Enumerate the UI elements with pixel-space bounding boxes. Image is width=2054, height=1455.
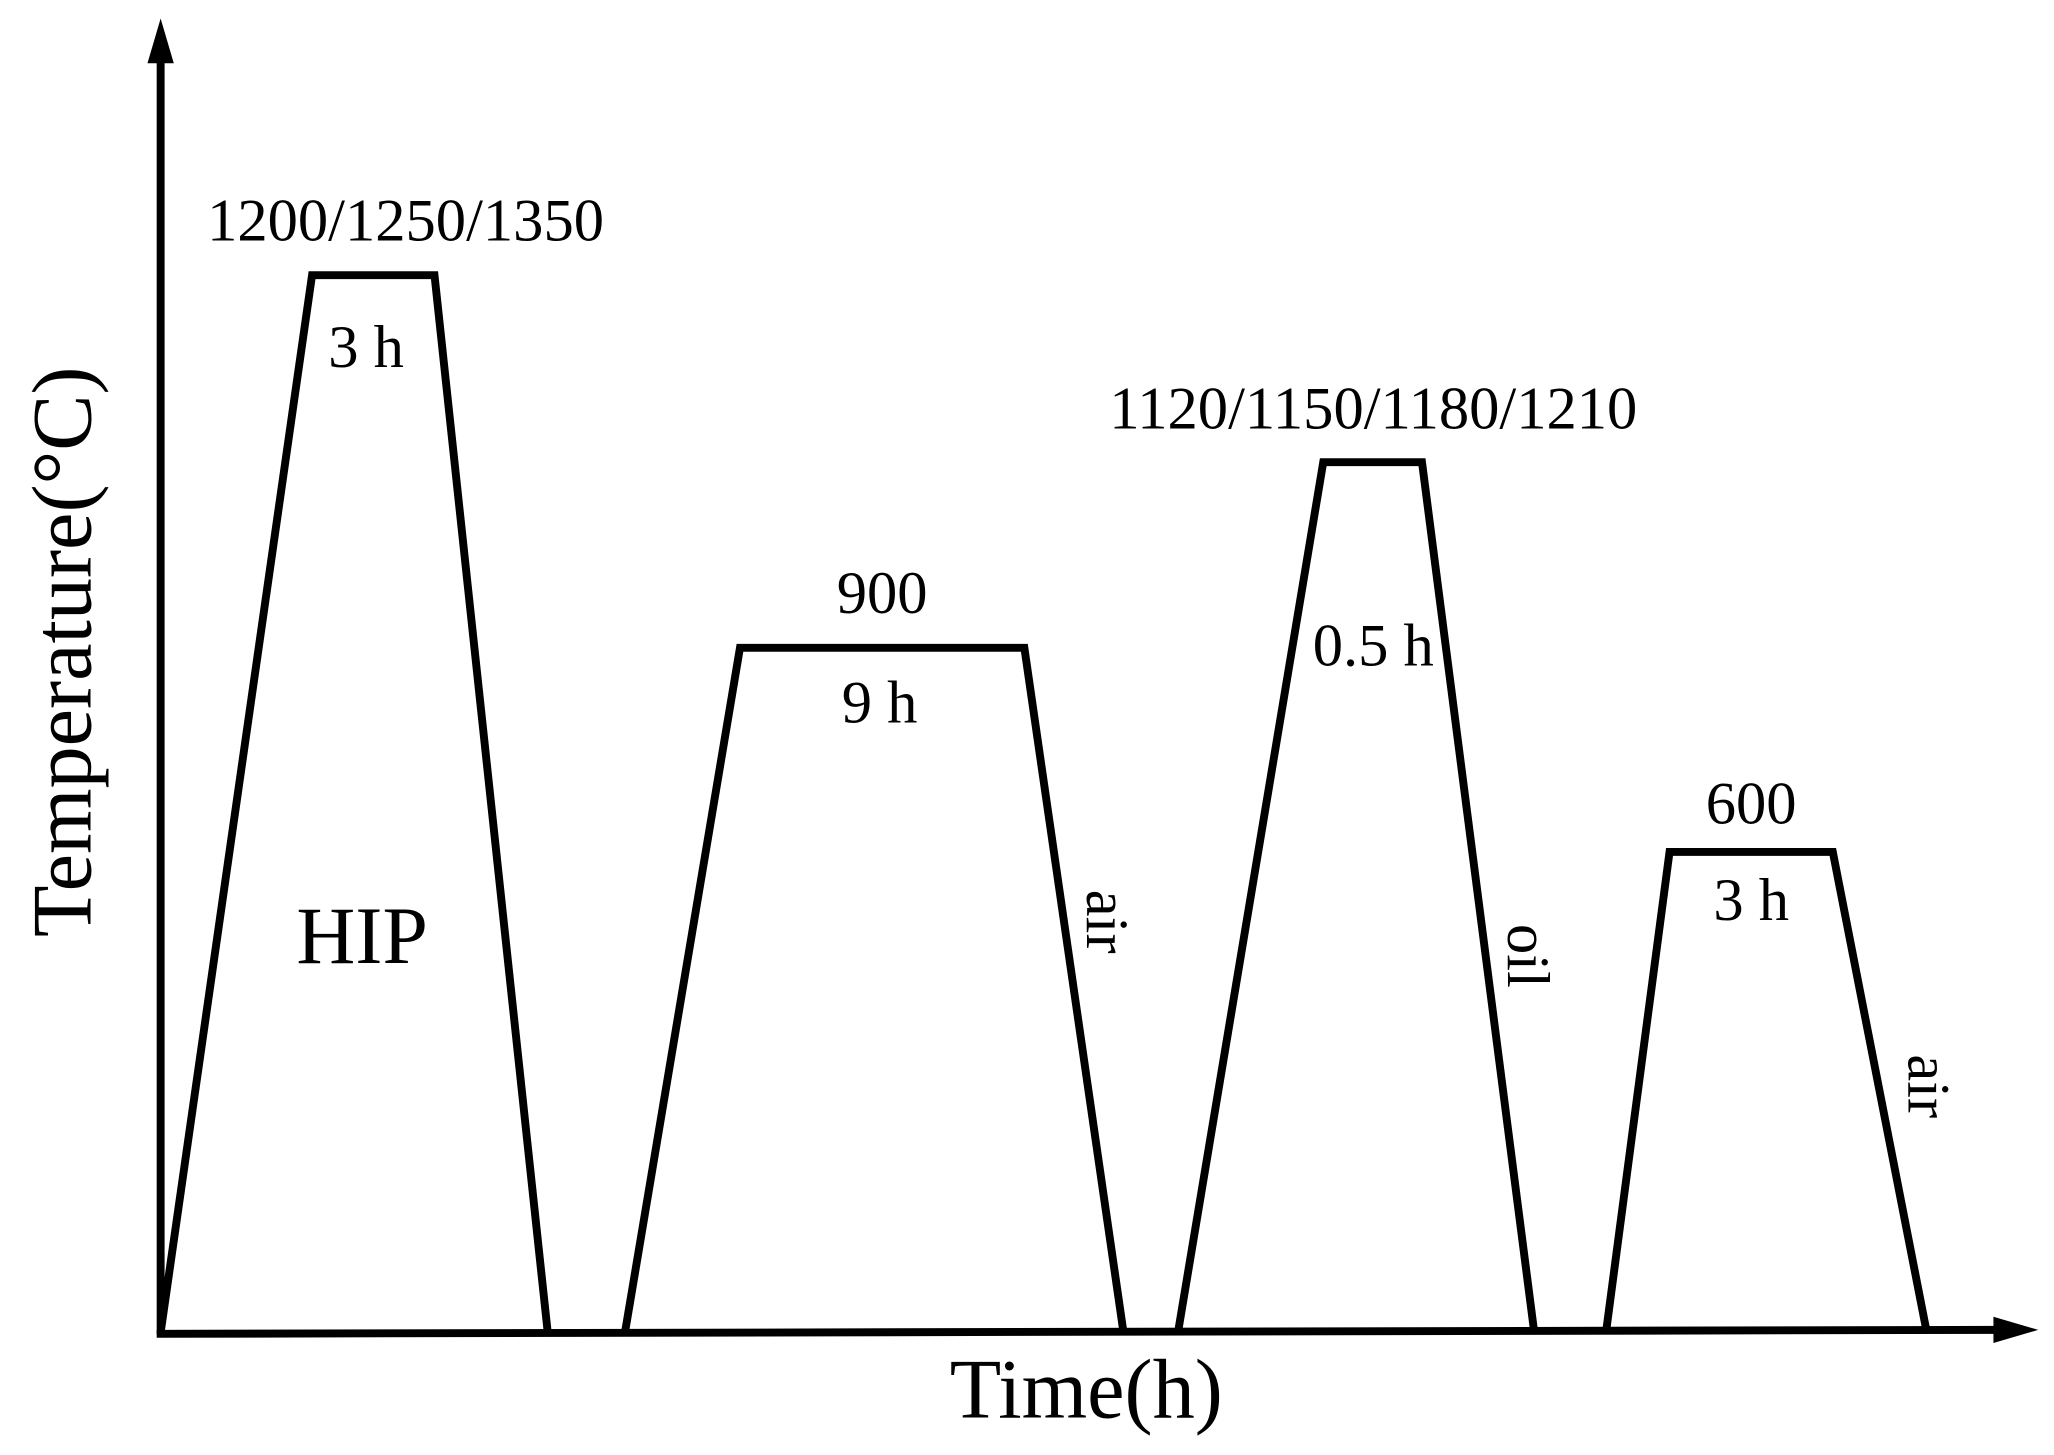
duration-label: 0.5 h bbox=[1313, 613, 1434, 680]
stage-profile bbox=[621, 643, 1128, 1331]
duration-label: 3 h bbox=[1713, 867, 1789, 934]
stage-profile bbox=[1174, 458, 1538, 1331]
cooling-label: air bbox=[1894, 1054, 1961, 1118]
x-axis-label: Time(h) bbox=[950, 1344, 1223, 1437]
x-axis-arrow bbox=[1993, 1316, 2039, 1344]
cooling-label: air bbox=[1073, 890, 1140, 954]
cooling-label: oil bbox=[1494, 924, 1561, 988]
y-axis-arrow bbox=[147, 18, 174, 64]
stage-profile bbox=[1602, 847, 1931, 1331]
y-axis-label: Temperature(°C) bbox=[16, 367, 109, 937]
temperature-label: 1120/1150/1180/1210 bbox=[1109, 376, 1637, 443]
process-label: HIP bbox=[296, 890, 428, 981]
x-axis bbox=[156, 1325, 2002, 1338]
stage-profile bbox=[156, 271, 552, 1334]
temperature-label: 900 bbox=[837, 560, 928, 627]
temperature-label: 1200/1250/1350 bbox=[207, 187, 604, 254]
duration-label: 3 h bbox=[328, 314, 404, 381]
duration-label: 9 h bbox=[842, 669, 918, 736]
temperature-label: 600 bbox=[1706, 771, 1797, 838]
